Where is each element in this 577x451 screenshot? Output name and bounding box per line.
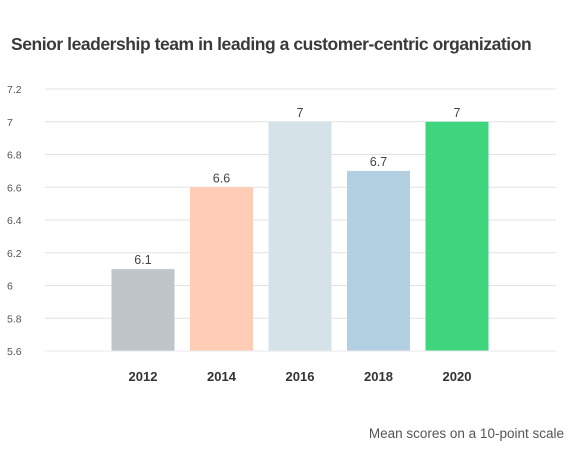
x-tick-label-2012: 2012 bbox=[129, 369, 158, 384]
data-label-2016: 7 bbox=[297, 106, 304, 120]
bar-2016 bbox=[268, 121, 332, 351]
y-axis-tick-labels: 5.6 5.8 6 6.2 6.4 6.6 6.8 7 7.2 bbox=[7, 84, 22, 358]
x-axis-tick-labels: 2012 2014 2016 2018 2020 bbox=[129, 369, 472, 384]
data-label-2014: 6.6 bbox=[213, 171, 230, 185]
chart-note: Mean scores on a 10-point scale bbox=[368, 426, 564, 441]
y-tick-label: 7 bbox=[7, 117, 13, 129]
data-label-2018: 6.7 bbox=[370, 155, 387, 169]
y-tick-label: 6.6 bbox=[7, 182, 22, 194]
bar-2018 bbox=[347, 170, 410, 351]
chart-title: Senior leadership team in leading a cust… bbox=[11, 34, 532, 54]
y-tick-label: 6.4 bbox=[7, 215, 22, 227]
x-tick-label-2018: 2018 bbox=[364, 369, 393, 384]
bar-2012 bbox=[111, 269, 175, 351]
x-tick-label-2014: 2014 bbox=[207, 369, 237, 384]
data-label-2020: 7 bbox=[454, 106, 461, 120]
y-tick-label: 5.6 bbox=[7, 346, 22, 358]
y-tick-label: 5.8 bbox=[7, 313, 22, 325]
x-tick-label-2020: 2020 bbox=[443, 369, 472, 384]
y-tick-label: 6.8 bbox=[7, 150, 22, 162]
x-tick-label-2016: 2016 bbox=[286, 369, 315, 384]
y-tick-label: 7.2 bbox=[7, 84, 22, 96]
data-labels: 6.1 6.6 7 6.7 7 bbox=[134, 106, 460, 267]
bars bbox=[111, 121, 489, 351]
y-tick-label: 6.2 bbox=[7, 248, 22, 260]
bar-2020 bbox=[425, 121, 489, 351]
bar-2014 bbox=[190, 187, 253, 351]
y-tick-label: 6 bbox=[7, 281, 13, 293]
data-label-2012: 6.1 bbox=[134, 253, 151, 267]
